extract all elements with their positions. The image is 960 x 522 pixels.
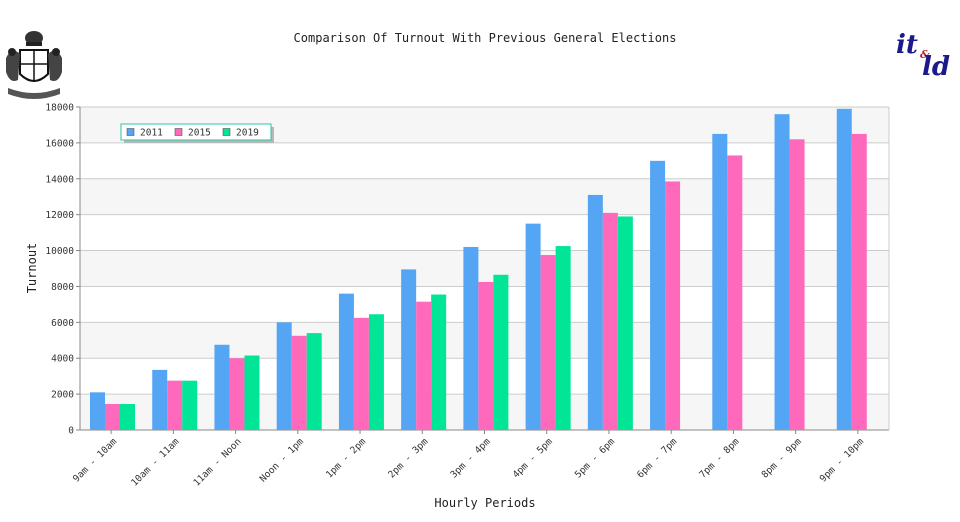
bar-2015 (416, 301, 432, 430)
x-tick-label: 10am - 11am (129, 436, 181, 488)
x-tick-label: 4pm - 5pm (511, 436, 555, 480)
x-tick-label: 2pm - 3pm (386, 436, 430, 480)
x-tick-label: 11am - Noon (191, 436, 243, 488)
x-tick-label: 1pm - 2pm (324, 436, 368, 480)
y-tick-label: 2000 (51, 390, 74, 401)
bar-2015 (167, 380, 183, 430)
legend-label-2019: 2019 (236, 128, 259, 139)
y-tick-label: 6000 (51, 318, 74, 329)
legend-swatch-2011 (126, 128, 135, 136)
legend-label-2011: 2011 (140, 128, 163, 139)
x-axis-label: Hourly Periods (434, 496, 535, 510)
x-tick-label: 5pm - 6pm (573, 436, 617, 480)
bar-2011 (90, 392, 105, 430)
x-tick-label: 8pm - 9pm (760, 436, 804, 480)
legend-swatch-2015 (174, 128, 183, 136)
y-tick-label: 14000 (45, 174, 74, 185)
y-axis-label: Turnout (25, 243, 39, 294)
bar-2019 (431, 294, 447, 430)
bar-2011 (525, 223, 541, 430)
bar-2011 (152, 369, 168, 430)
y-tick-label: 4000 (51, 354, 74, 365)
bar-2019 (617, 216, 633, 430)
bar-2015 (602, 212, 618, 430)
bar-2019 (120, 403, 135, 430)
x-tick-label: 9pm - 10pm (818, 436, 866, 484)
bar-2015 (105, 403, 120, 430)
itld-logo-ld: ld (922, 52, 951, 82)
bar-2011 (214, 344, 230, 430)
x-tick-label: 6pm - 7pm (635, 436, 679, 480)
bar-2011 (338, 293, 354, 430)
bar-2019 (306, 333, 322, 430)
x-tick-label: 9am - 10am (71, 436, 119, 484)
bar-2019 (182, 380, 198, 430)
legend-box (120, 123, 272, 141)
y-tick-label: 12000 (45, 210, 74, 221)
bar-2015 (229, 358, 245, 430)
bar-2011 (587, 194, 603, 430)
bar-2011 (276, 322, 292, 430)
grid-band (80, 178, 889, 215)
bar-2019 (555, 246, 571, 430)
bar-2015 (851, 133, 867, 430)
grid-band (80, 250, 889, 287)
itld-logo: it & ld (892, 30, 958, 94)
bar-2011 (836, 108, 852, 431)
x-tick-label: 3pm - 4pm (448, 436, 492, 480)
bar-2019 (244, 355, 260, 430)
itld-logo-amp: & (920, 48, 930, 61)
y-tick-label: 8000 (51, 282, 74, 293)
x-tick-label: 7pm - 8pm (697, 436, 741, 480)
bar-2011 (401, 269, 417, 430)
y-tick-label: 18000 (45, 103, 74, 114)
x-tick-label: Noon - 1pm (258, 436, 306, 484)
bar-2015 (727, 155, 743, 430)
bar-2019 (493, 274, 509, 430)
bar-2011 (650, 160, 666, 431)
bar-2011 (774, 114, 790, 430)
chart-title: Comparison Of Turnout With Previous Gene… (294, 31, 677, 45)
bar-2011 (463, 246, 479, 430)
bar-2015 (478, 281, 494, 430)
y-tick-label: 10000 (45, 246, 74, 257)
bar-2019 (368, 314, 384, 430)
itld-logo-it: it (896, 30, 918, 60)
bar-2015 (353, 317, 369, 430)
bar-2015 (540, 255, 556, 430)
legend-swatch-2019 (222, 128, 231, 136)
bar-2015 (291, 335, 307, 430)
y-tick-label: 0 (68, 426, 74, 437)
bar-2011 (712, 133, 728, 430)
legend-label-2015: 2015 (188, 128, 211, 139)
bar-2015 (789, 139, 805, 431)
y-tick-label: 16000 (45, 138, 74, 149)
coat-of-arms-logo (2, 28, 66, 106)
bar-2015 (665, 181, 681, 430)
